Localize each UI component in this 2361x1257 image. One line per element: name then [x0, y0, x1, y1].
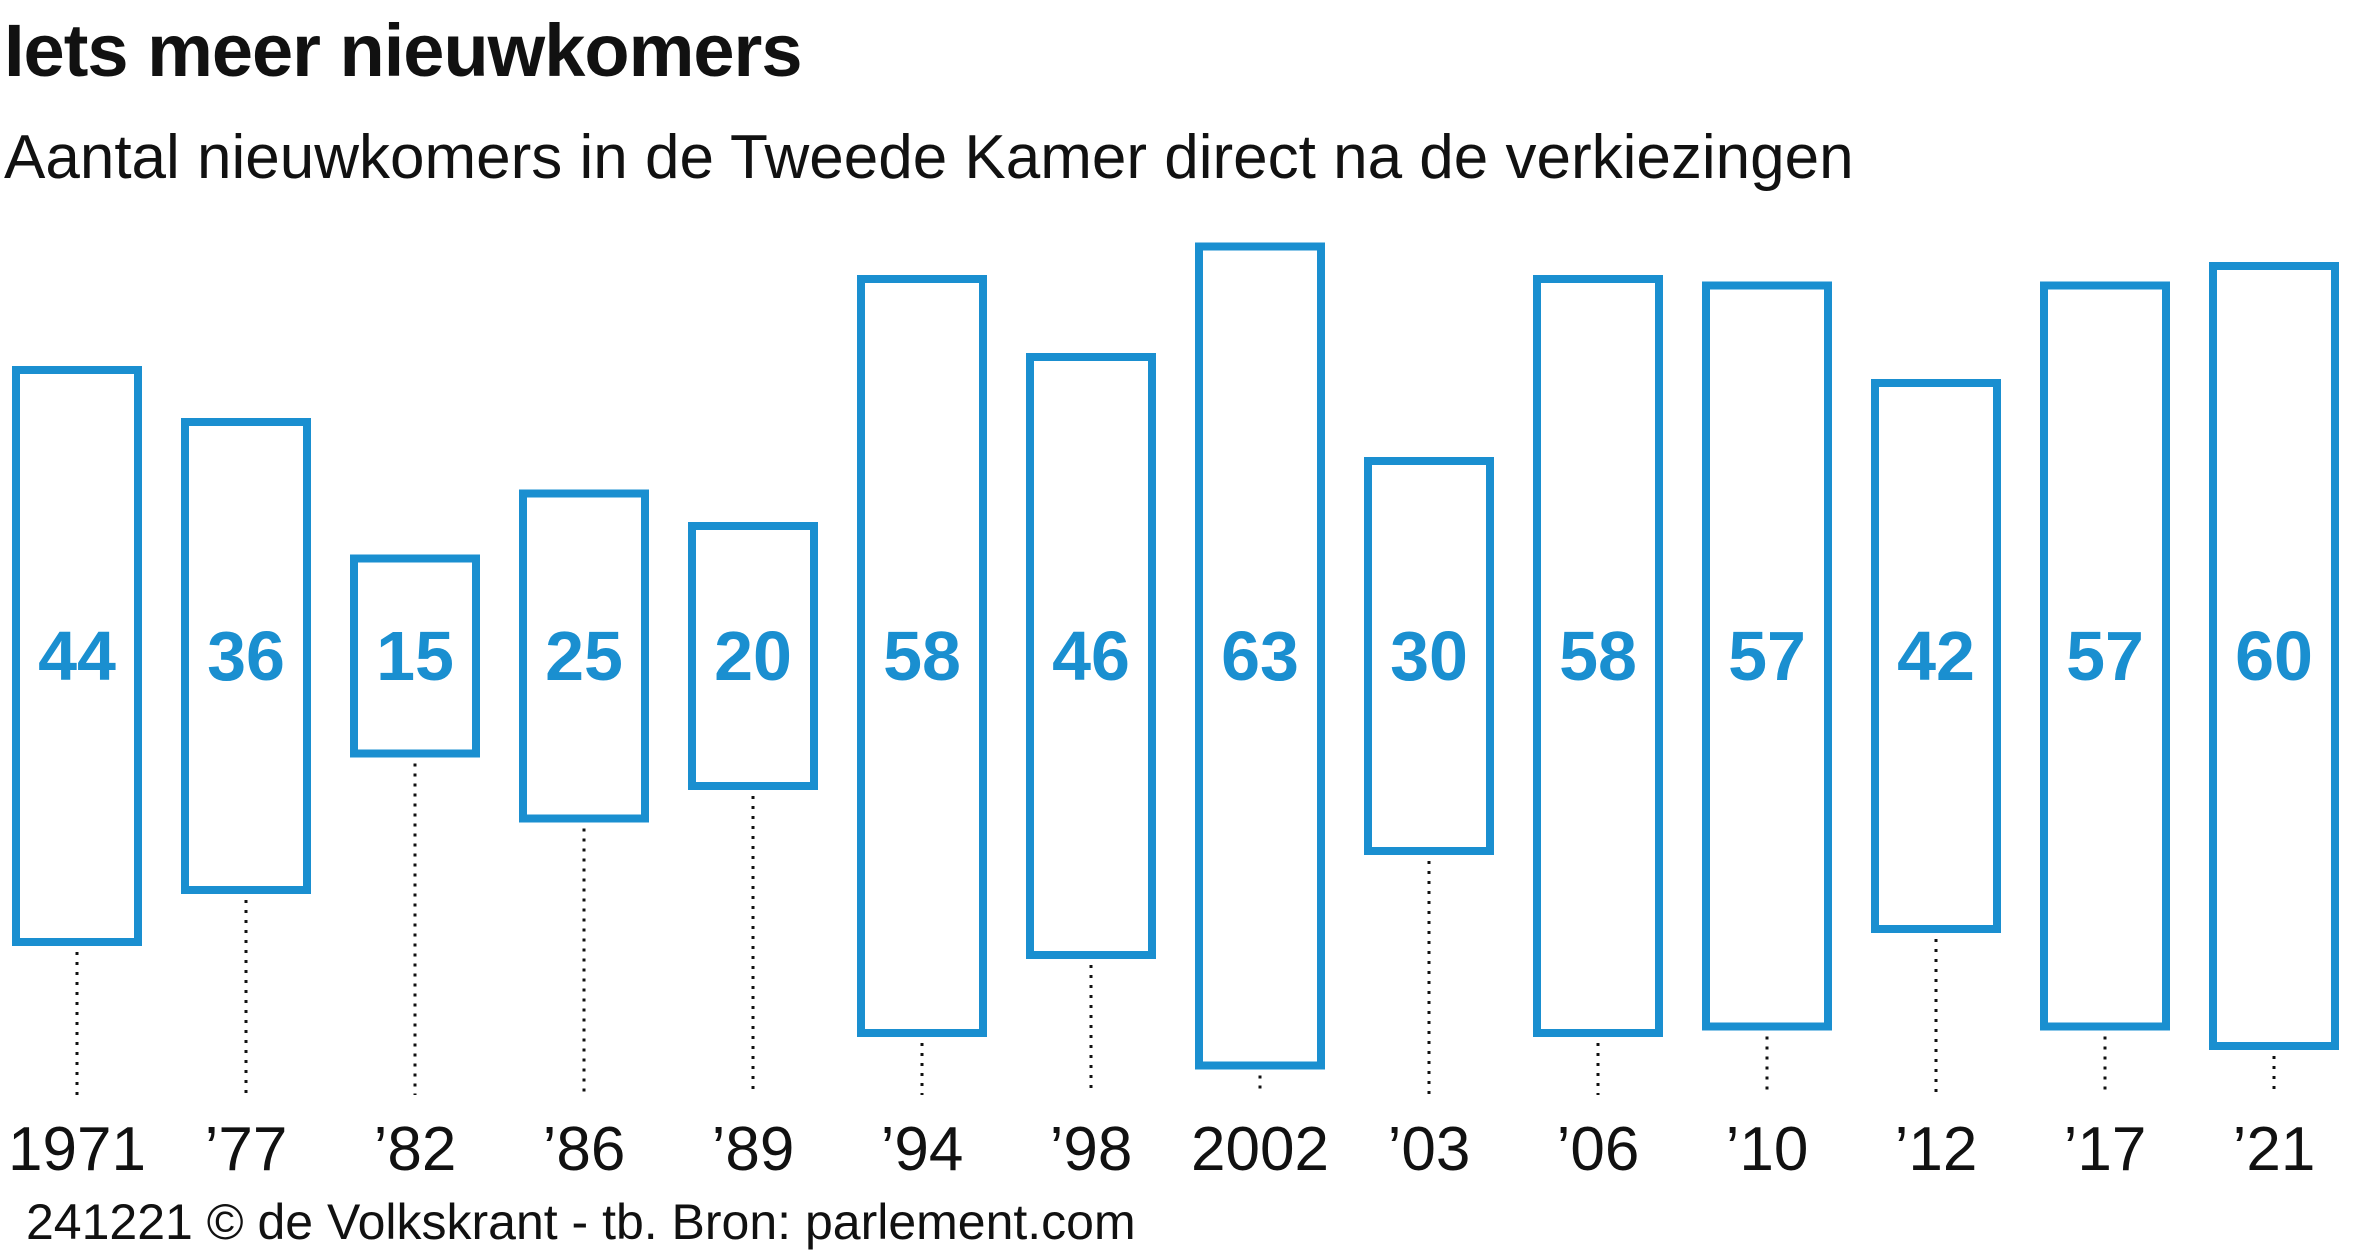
bar	[12, 366, 142, 946]
bar-value-label: 15	[376, 617, 454, 695]
bar-value-label: 42	[1897, 617, 1975, 695]
bar-value-label: 57	[1728, 617, 1806, 695]
x-tick-label: ’10	[1726, 1115, 1809, 1184]
bar-value-label: 63	[1221, 617, 1299, 695]
bar	[519, 489, 649, 823]
x-tick-label: ’21	[2233, 1115, 2316, 1184]
bar-value-label: 30	[1390, 617, 1468, 695]
x-tick-label: ’98	[1050, 1115, 1133, 1184]
chart-title: Iets meer nieuwkomers	[4, 9, 802, 92]
bar	[1871, 379, 2001, 933]
bar-value-label: 25	[545, 617, 623, 695]
bar	[688, 522, 818, 790]
x-tick-label: ’12	[1895, 1115, 1978, 1184]
x-tick-label: ’06	[1557, 1115, 1640, 1184]
x-tick-label: ’86	[543, 1115, 626, 1184]
x-tick-label: ’94	[881, 1115, 964, 1184]
bar-value-label: 20	[714, 617, 792, 695]
bar-value-label: 58	[883, 617, 961, 695]
bar-value-label: 58	[1559, 617, 1637, 695]
chart-subtitle: Aantal nieuwkomers in de Tweede Kamer di…	[4, 123, 1854, 192]
bar	[1026, 353, 1156, 959]
x-tick-label: 1971	[8, 1115, 146, 1184]
bar	[1195, 242, 1325, 1070]
bar-value-label: 44	[38, 617, 116, 695]
bar	[1702, 281, 1832, 1031]
x-tick-label: 2002	[1191, 1115, 1329, 1184]
bar	[2209, 262, 2339, 1050]
bar	[1364, 457, 1494, 855]
x-tick-label: ’17	[2064, 1115, 2147, 1184]
source-credit: 241221 © de Volkskrant - tb. Bron: parle…	[26, 1194, 1136, 1250]
bar	[2040, 281, 2170, 1031]
x-tick-label: ’89	[712, 1115, 795, 1184]
bar-value-label: 57	[2066, 617, 2144, 695]
bar-value-label: 36	[207, 617, 285, 695]
x-tick-label: ’77	[205, 1115, 288, 1184]
bar-value-label: 46	[1052, 617, 1130, 695]
bar	[1533, 275, 1663, 1037]
bar	[181, 418, 311, 894]
x-tick-label: ’82	[374, 1115, 457, 1184]
x-tick-label: ’03	[1388, 1115, 1471, 1184]
bar	[857, 275, 987, 1037]
bar	[350, 554, 480, 758]
bar-value-label: 60	[2235, 617, 2313, 695]
